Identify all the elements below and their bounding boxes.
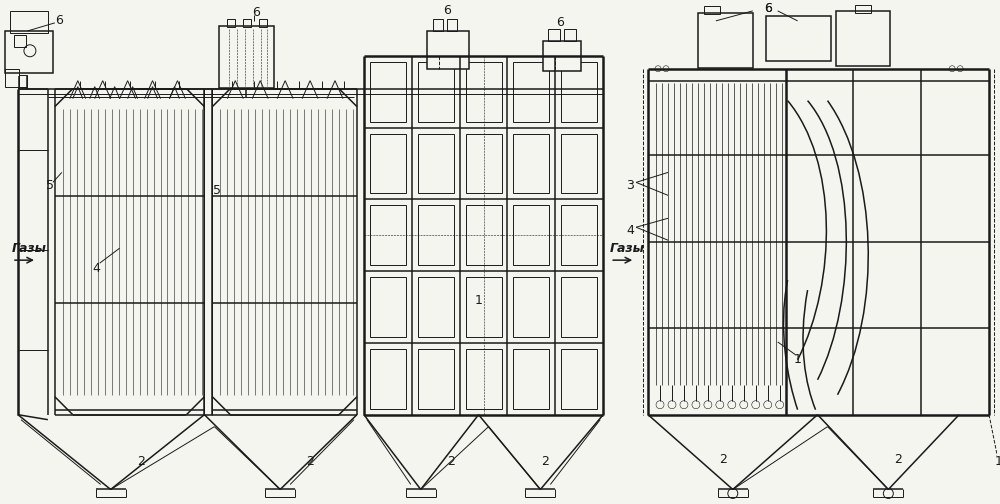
Bar (466, 134, 502, 194)
Text: 2: 2 (447, 455, 455, 468)
Bar (543, 41, 581, 71)
Text: 4: 4 (626, 224, 634, 237)
Bar (561, 205, 597, 265)
Bar (370, 134, 406, 194)
Bar (243, 19, 251, 27)
Text: 3: 3 (626, 179, 634, 192)
Bar (5, 31, 53, 73)
Text: 2: 2 (894, 453, 902, 466)
Bar (370, 205, 406, 265)
Bar (513, 205, 549, 265)
Text: 1: 1 (995, 455, 1000, 468)
Text: 6: 6 (764, 3, 772, 16)
Text: 6: 6 (764, 3, 772, 16)
Text: 1: 1 (794, 353, 802, 366)
Text: 2: 2 (719, 453, 727, 466)
Bar (10, 11, 48, 33)
Text: Газы: Газы (610, 242, 645, 255)
Bar (561, 277, 597, 337)
Text: 1: 1 (475, 293, 483, 306)
Bar (259, 19, 267, 27)
Bar (370, 277, 406, 337)
Bar (561, 61, 597, 121)
Text: 5: 5 (213, 184, 221, 197)
Text: 6: 6 (55, 14, 63, 27)
Text: 6: 6 (443, 5, 451, 18)
Bar (433, 19, 443, 31)
Bar (447, 19, 457, 31)
Bar (513, 61, 549, 121)
Bar (513, 277, 549, 337)
Bar (466, 61, 502, 121)
Text: 5: 5 (46, 179, 54, 192)
Text: 6: 6 (556, 16, 564, 29)
Bar (370, 61, 406, 121)
Bar (513, 134, 549, 194)
Bar (5, 69, 19, 87)
Bar (561, 349, 597, 409)
Text: 2: 2 (137, 455, 145, 468)
Bar (561, 134, 597, 194)
Bar (219, 26, 274, 88)
Bar (855, 5, 871, 13)
Text: 2: 2 (541, 455, 549, 468)
Text: 2: 2 (306, 455, 314, 468)
Bar (466, 349, 502, 409)
Bar (466, 277, 502, 337)
Bar (418, 205, 454, 265)
Bar (698, 13, 753, 68)
Bar (466, 205, 502, 265)
Bar (418, 277, 454, 337)
Bar (548, 29, 560, 41)
Bar (370, 349, 406, 409)
Bar (227, 19, 235, 27)
Bar (513, 349, 549, 409)
Text: 6: 6 (252, 7, 260, 19)
Bar (704, 6, 720, 14)
Bar (14, 35, 26, 47)
Bar (418, 61, 454, 121)
Bar (19, 75, 27, 87)
Bar (418, 349, 454, 409)
Text: 4: 4 (93, 262, 101, 275)
Text: Газы: Газы (12, 242, 47, 255)
Bar (836, 11, 890, 66)
Bar (564, 29, 576, 41)
Bar (427, 31, 469, 69)
Bar (766, 16, 831, 61)
Bar (418, 134, 454, 194)
